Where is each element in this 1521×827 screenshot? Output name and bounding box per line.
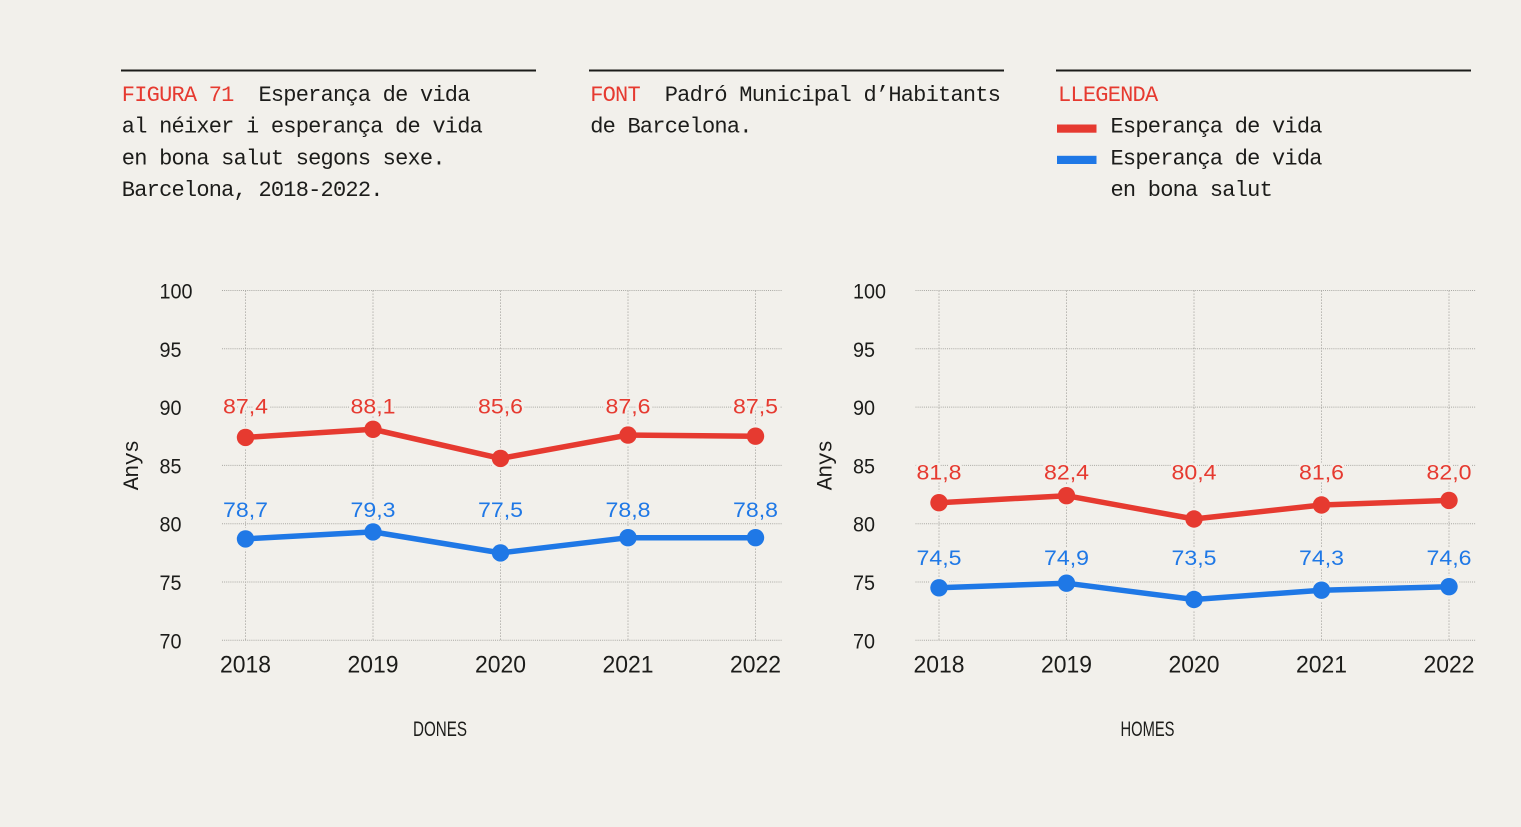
svg-text:LLEGENDA: LLEGENDA bbox=[1058, 83, 1159, 108]
svg-text:95: 95 bbox=[160, 339, 182, 362]
svg-text:85: 85 bbox=[853, 455, 875, 478]
svg-text:2022: 2022 bbox=[1424, 652, 1475, 679]
svg-text:DONES: DONES bbox=[413, 716, 467, 741]
svg-text:2021: 2021 bbox=[1296, 652, 1347, 679]
svg-text:79,3: 79,3 bbox=[351, 498, 396, 522]
svg-text:2018: 2018 bbox=[914, 652, 965, 679]
svg-text:78,8: 78,8 bbox=[606, 498, 651, 522]
svg-text:100: 100 bbox=[853, 281, 886, 304]
svg-text:100: 100 bbox=[160, 281, 193, 304]
svg-text:en bona salut: en bona salut bbox=[1111, 178, 1273, 203]
svg-text:82,4: 82,4 bbox=[1044, 461, 1089, 485]
svg-text:87,6: 87,6 bbox=[606, 394, 651, 418]
svg-text:2021: 2021 bbox=[603, 652, 654, 679]
svg-text:80,4: 80,4 bbox=[1172, 461, 1217, 485]
svg-text:2019: 2019 bbox=[1041, 652, 1092, 679]
svg-text:en bona salut segons sexe.: en bona salut segons sexe. bbox=[122, 146, 445, 171]
svg-text:HOMES: HOMES bbox=[1121, 716, 1175, 741]
svg-text:73,5: 73,5 bbox=[1172, 546, 1217, 570]
svg-text:87,5: 87,5 bbox=[733, 394, 778, 418]
svg-text:85: 85 bbox=[160, 455, 182, 478]
svg-text:95: 95 bbox=[853, 339, 875, 362]
svg-text:2020: 2020 bbox=[1169, 652, 1220, 679]
svg-text:2018: 2018 bbox=[220, 652, 271, 679]
svg-text:81,6: 81,6 bbox=[1299, 461, 1344, 485]
svg-text:al néixer i esperança de vida: al néixer i esperança de vida bbox=[122, 115, 483, 140]
svg-text:2020: 2020 bbox=[475, 652, 526, 679]
svg-text:87,4: 87,4 bbox=[223, 394, 268, 418]
svg-text:74,9: 74,9 bbox=[1044, 546, 1089, 570]
svg-text:75: 75 bbox=[160, 572, 182, 595]
svg-text:de Barcelona.: de Barcelona. bbox=[590, 115, 752, 140]
svg-text:81,8: 81,8 bbox=[917, 461, 962, 485]
svg-text:FIGURA 71 Esperança de vida: FIGURA 71 Esperança de vida bbox=[122, 83, 470, 108]
svg-text:Anys: Anys bbox=[120, 441, 145, 491]
svg-text:FONT Padró Municipal d’Habita: FONT Padró Municipal d’Habitants bbox=[590, 83, 1000, 108]
svg-text:Esperança de vida: Esperança de vida bbox=[1111, 146, 1323, 171]
svg-text:Anys: Anys bbox=[814, 441, 839, 491]
svg-text:90: 90 bbox=[160, 397, 182, 420]
svg-text:74,5: 74,5 bbox=[917, 546, 962, 570]
svg-text:77,5: 77,5 bbox=[478, 498, 523, 522]
svg-text:Esperança de vida: Esperança de vida bbox=[1111, 115, 1323, 140]
svg-text:70: 70 bbox=[853, 630, 875, 653]
svg-text:2019: 2019 bbox=[348, 652, 399, 679]
svg-text:85,6: 85,6 bbox=[478, 394, 523, 418]
svg-text:75: 75 bbox=[853, 572, 875, 595]
svg-text:88,1: 88,1 bbox=[351, 394, 396, 418]
svg-text:Barcelona, 2018-2022.: Barcelona, 2018-2022. bbox=[122, 178, 383, 203]
svg-text:74,3: 74,3 bbox=[1299, 546, 1344, 570]
svg-text:74,6: 74,6 bbox=[1427, 546, 1472, 570]
svg-text:78,7: 78,7 bbox=[223, 498, 268, 522]
svg-text:80: 80 bbox=[853, 514, 875, 537]
svg-text:80: 80 bbox=[160, 514, 182, 537]
svg-text:2022: 2022 bbox=[730, 652, 781, 679]
svg-text:70: 70 bbox=[160, 630, 182, 653]
svg-text:78,8: 78,8 bbox=[733, 498, 778, 522]
svg-text:82,0: 82,0 bbox=[1427, 461, 1472, 485]
svg-text:90: 90 bbox=[853, 397, 875, 420]
